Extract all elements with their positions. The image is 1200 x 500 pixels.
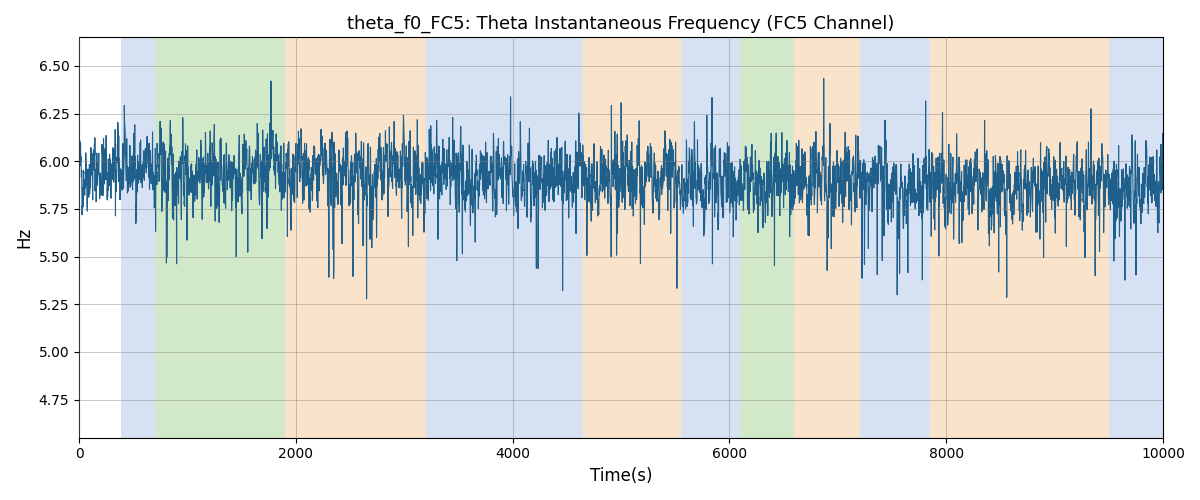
Bar	[794, 38, 859, 438]
Bar	[155, 38, 284, 438]
Bar	[930, 38, 1109, 438]
Bar	[859, 38, 930, 438]
Title: theta_f0_FC5: Theta Instantaneous Frequency (FC5 Channel): theta_f0_FC5: Theta Instantaneous Freque…	[347, 15, 895, 34]
X-axis label: Time(s): Time(s)	[589, 467, 653, 485]
Bar	[583, 38, 680, 438]
Bar	[284, 38, 426, 438]
Bar	[680, 38, 740, 438]
Bar	[740, 38, 794, 438]
Bar	[121, 38, 155, 438]
Y-axis label: Hz: Hz	[14, 227, 32, 248]
Bar	[426, 38, 583, 438]
Bar	[1109, 38, 1163, 438]
